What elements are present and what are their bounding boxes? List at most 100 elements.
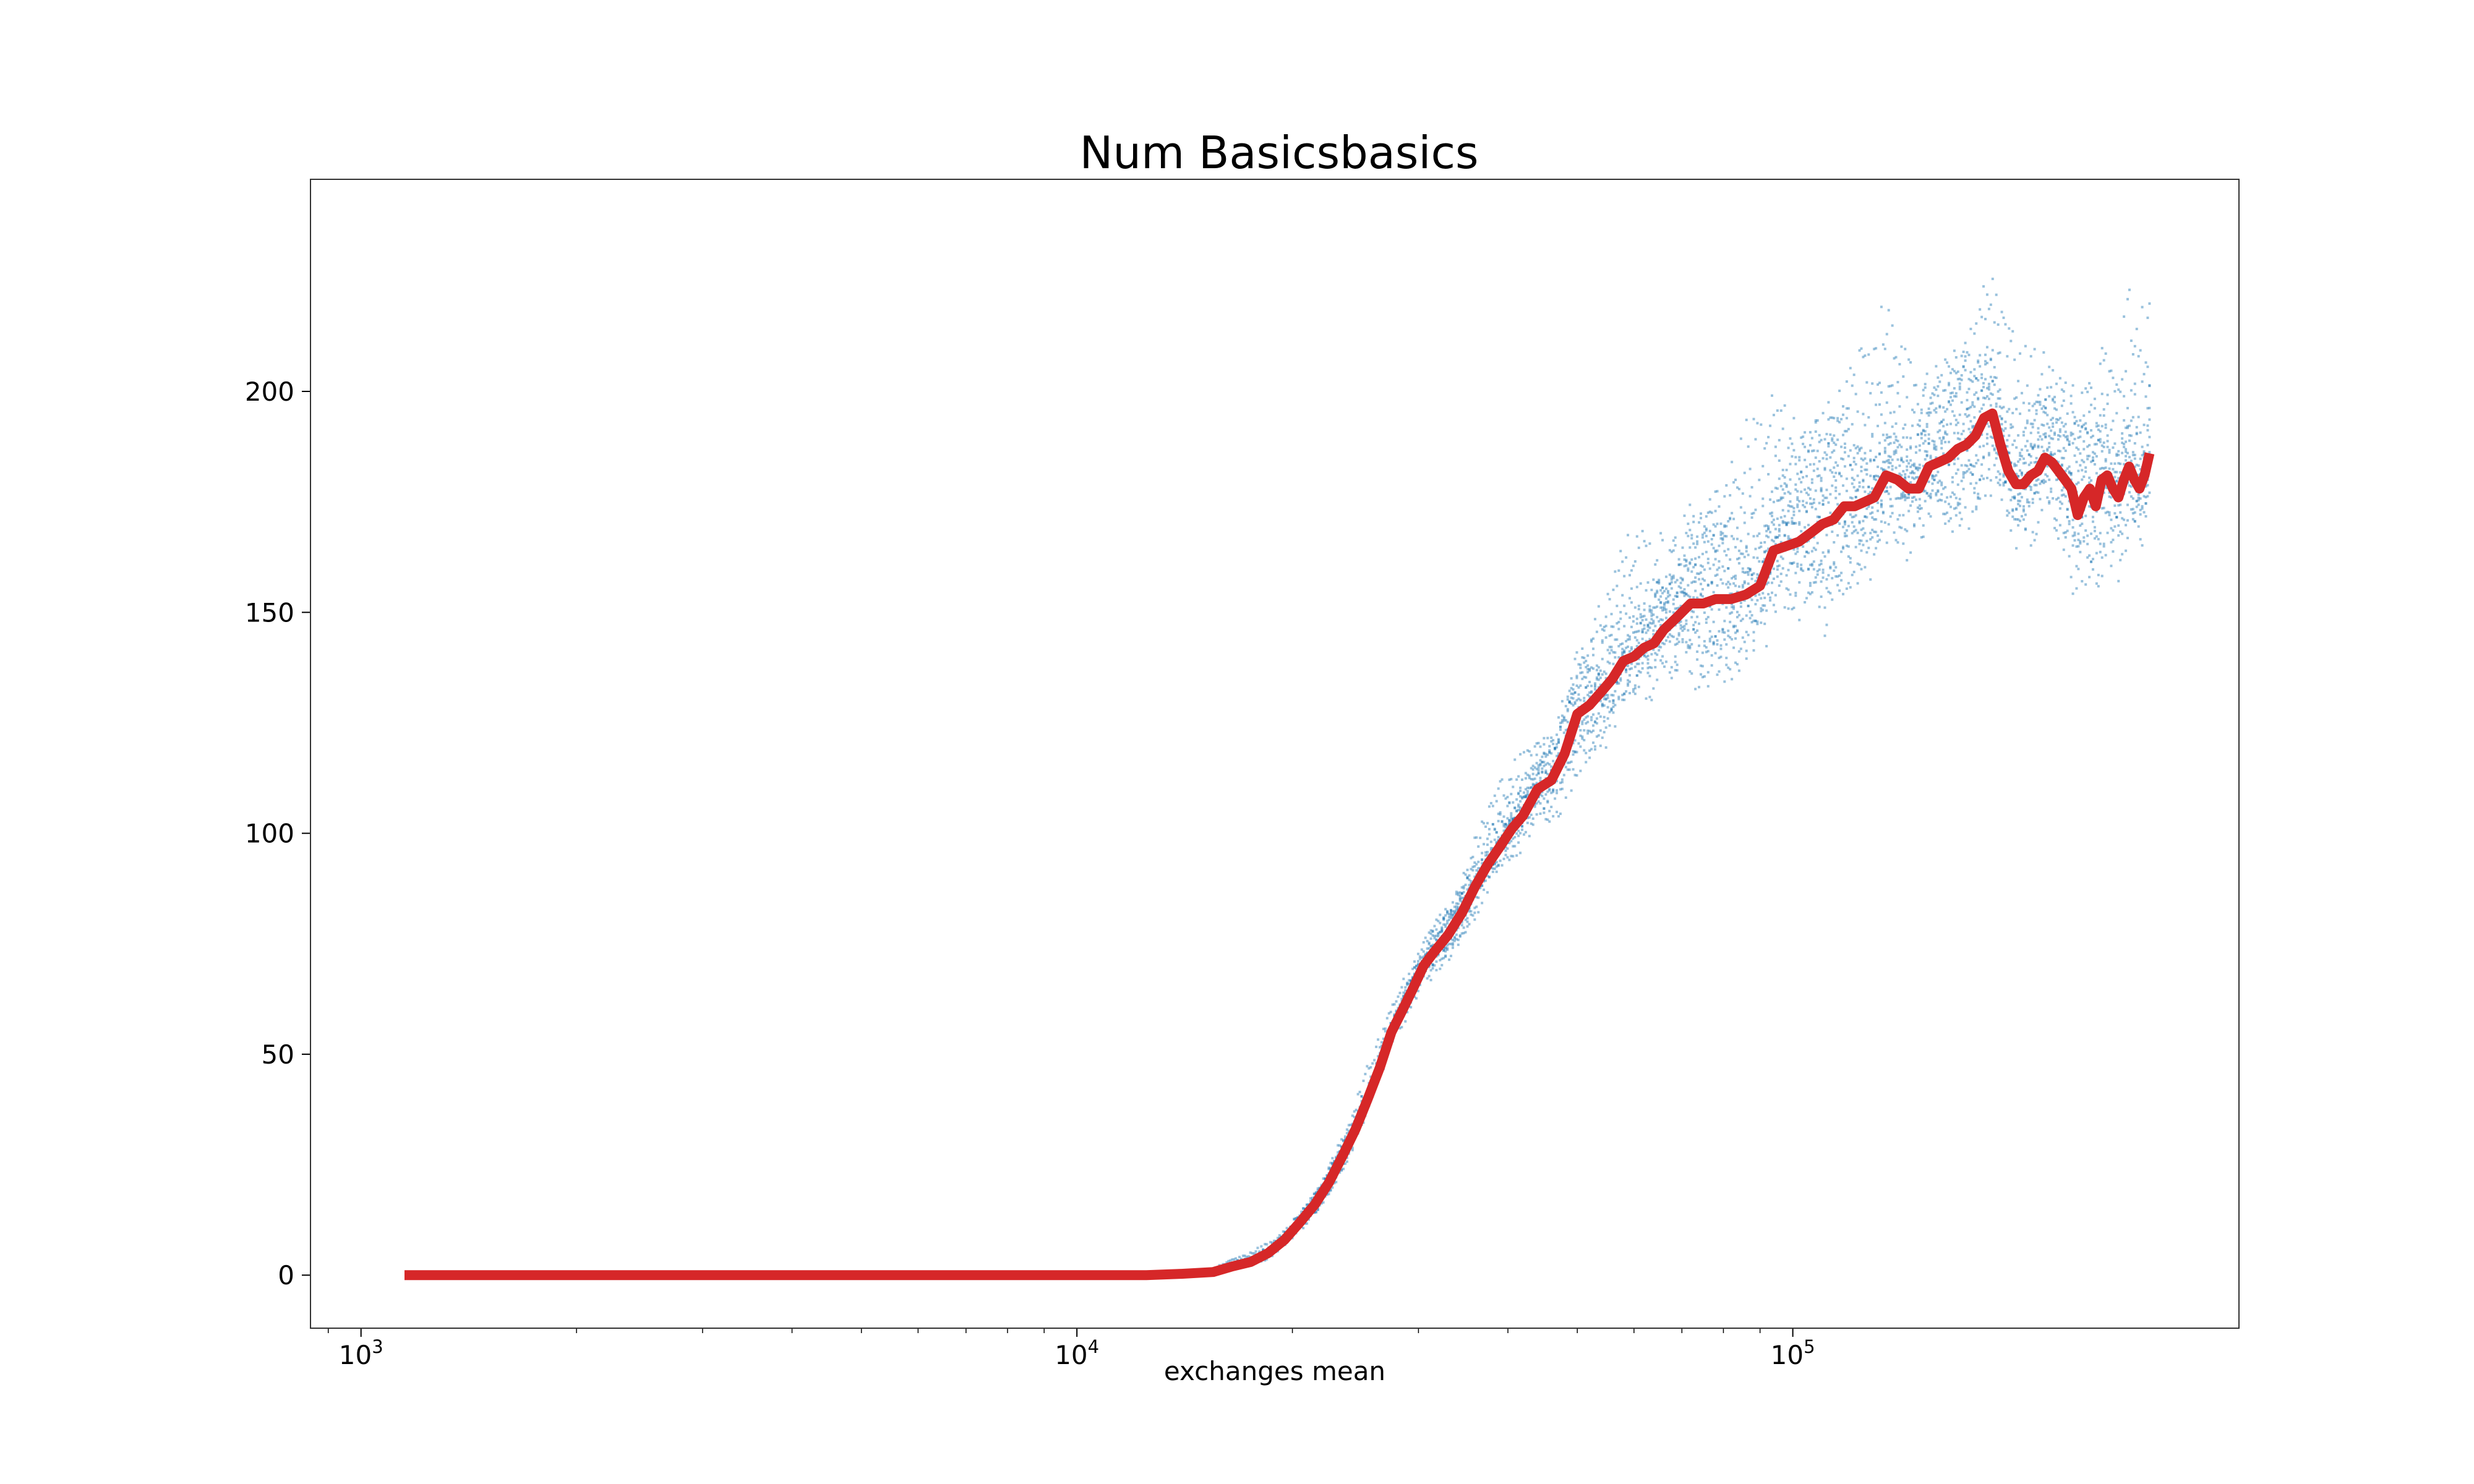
scatter-point-2816 xyxy=(1595,676,1598,679)
scatter-point-852 xyxy=(1807,450,1810,453)
scatter-point-290 xyxy=(1731,535,1734,538)
scatter-point-2883 xyxy=(1718,560,1721,563)
scatter-point-992 xyxy=(2062,434,2065,437)
scatter-point-2361 xyxy=(1714,635,1717,638)
scatter-point-2791 xyxy=(1550,740,1553,743)
scatter-point-258 xyxy=(1672,576,1675,579)
scatter-point-2841 xyxy=(1641,638,1644,641)
scatter-point-3904 xyxy=(1683,591,1686,594)
scatter-point-4961 xyxy=(1714,635,1717,638)
scatter-point-308 xyxy=(1763,622,1766,625)
scatter-point-2922 xyxy=(1789,505,1792,508)
scatter-point-2405 xyxy=(1794,483,1797,486)
scatter-point-3840 xyxy=(1566,709,1569,712)
scatter-point-647 xyxy=(1433,937,1436,940)
scatter-point-4470 xyxy=(1767,435,1770,438)
scatter-point-270 xyxy=(1694,563,1697,566)
scatter-point-1750 xyxy=(1548,809,1551,812)
scatter-point-4262 xyxy=(1387,1012,1390,1015)
scatter-point-3017 xyxy=(1962,365,1965,369)
scatter-point-4023 xyxy=(1900,526,1903,529)
scatter-point-2351 xyxy=(1696,615,1699,618)
scatter-point-4901 xyxy=(1604,726,1607,729)
scatter-point-236 xyxy=(1632,690,1635,693)
scatter-point-2044 xyxy=(2084,470,2087,473)
scatter-point-4201 xyxy=(1276,1237,1279,1240)
scatter-point-4817 xyxy=(1451,944,1454,947)
scatter-point-1284 xyxy=(1646,658,1650,661)
scatter-point-4071 xyxy=(1987,398,1990,401)
scatter-point-802 xyxy=(1716,584,1719,587)
scatter-point-3262 xyxy=(1460,924,1463,927)
scatter-point-3301 xyxy=(1531,768,1534,771)
scatter-point-436 xyxy=(1997,390,2000,393)
scatter-point-1703 xyxy=(1462,897,1465,900)
scatter-point-3220 xyxy=(1384,1030,1387,1033)
scatter-point-4079 xyxy=(2002,482,2005,485)
scatter-point-4609 xyxy=(2020,391,2023,394)
scatter-point-2957 xyxy=(1852,479,1856,482)
scatter-point-3924 xyxy=(1719,531,1723,534)
scatter-point-3896 xyxy=(1668,671,1671,674)
scatter-point-3621 xyxy=(2115,454,2118,457)
scatter-point-1322 xyxy=(1716,673,1719,676)
scatter-point-3777 xyxy=(1451,913,1454,916)
scatter-point-264 xyxy=(1683,565,1686,568)
scatter-point-4424 xyxy=(1683,558,1686,561)
scatter-point-1825 xyxy=(1685,622,1688,625)
scatter-point-2467 xyxy=(1907,493,1911,496)
scatter-point-3809 xyxy=(1510,855,1513,858)
scatter-point-3947 xyxy=(1761,604,1765,607)
scatter-point-1319 xyxy=(1710,664,1713,667)
scatter-point-3093 xyxy=(2100,444,2104,447)
scatter-point-813 xyxy=(1736,616,1739,619)
scatter-point-1841 xyxy=(1714,550,1717,553)
scatter-point-4377 xyxy=(1597,605,1600,608)
scatter-point-1334 xyxy=(1737,585,1740,588)
scatter-point-3052 xyxy=(2026,449,2029,452)
scatter-point-3476 xyxy=(1851,521,1854,524)
scatter-point-2786 xyxy=(1541,755,1544,758)
scatter-point-4629 xyxy=(2057,419,2060,422)
scatter-point-1437 xyxy=(1925,492,1928,495)
scatter-point-330 xyxy=(1804,458,1807,461)
scatter-point-3291 xyxy=(1513,806,1517,809)
scatter-point-3556 xyxy=(1997,397,2000,400)
scatter-point-4658 xyxy=(2110,369,2113,372)
scatter-point-1321 xyxy=(1714,652,1717,655)
scatter-point-197 xyxy=(1560,719,1564,722)
scatter-point-2805 xyxy=(1575,675,1578,678)
scatter-point-4323 xyxy=(1499,780,1502,783)
scatter-point-4812 xyxy=(1442,947,1445,950)
scatter-point-948 xyxy=(1982,445,1985,448)
scatter-point-3623 xyxy=(2119,471,2122,474)
scatter-point-878 xyxy=(1854,496,1857,499)
scatter-point-394 xyxy=(1920,437,1923,440)
scatter-point-4388 xyxy=(1617,569,1620,572)
scatter-point-4462 xyxy=(1752,417,1755,420)
scatter-point-3289 xyxy=(1510,793,1513,796)
scatter-point-1192 xyxy=(1479,887,1482,890)
scatter-point-2353 xyxy=(1699,673,1702,676)
scatter-point-4204 xyxy=(1282,1230,1285,1233)
scatter-point-4128 xyxy=(2091,451,2094,454)
scatter-point-4553 xyxy=(1918,444,1921,447)
scatter-point-4182 xyxy=(1241,1254,1244,1257)
scatter-point-169 xyxy=(1510,840,1513,843)
scatter-point-849 xyxy=(1802,442,1805,445)
scatter-point-1717 xyxy=(1487,827,1491,830)
scatter-point-4183 xyxy=(1243,1254,1246,1257)
scatter-point-3900 xyxy=(1676,592,1679,595)
scatter-point-3965 xyxy=(1794,591,1797,594)
scatter-point-2356 xyxy=(1705,650,1708,654)
scatter-point-1860 xyxy=(1748,495,1752,498)
scatter-point-3068 xyxy=(2055,421,2058,424)
scatter-point-1716 xyxy=(1486,843,1489,846)
scatter-point-1746 xyxy=(1541,791,1544,794)
scatter-point-223 xyxy=(1608,634,1611,638)
scatter-point-2430 xyxy=(1840,550,1843,553)
scatter-point-1824 xyxy=(1683,628,1686,631)
scatter-point-1287 xyxy=(1652,613,1655,616)
scatter-point-420 xyxy=(1967,388,1971,391)
scatter-point-2382 xyxy=(1752,639,1755,642)
